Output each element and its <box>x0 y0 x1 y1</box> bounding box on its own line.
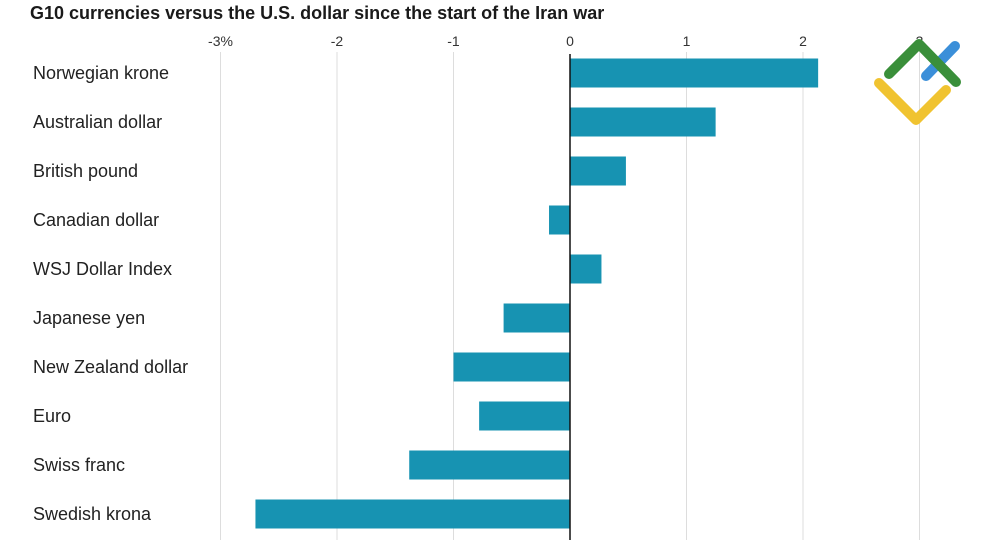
bar <box>255 499 570 529</box>
bar <box>479 401 570 431</box>
x-tick-label: 1 <box>683 33 691 49</box>
logo-green-chevron <box>884 39 961 87</box>
bar <box>503 303 570 333</box>
category-label: New Zealand dollar <box>33 357 188 377</box>
x-tick-label: -3% <box>208 33 233 49</box>
category-label: Euro <box>33 406 71 426</box>
chart-title: G10 currencies versus the U.S. dollar si… <box>30 3 604 23</box>
bar <box>570 156 626 186</box>
bar <box>570 107 716 137</box>
category-label: British pound <box>33 161 138 181</box>
bar <box>549 205 570 235</box>
category-label: Norwegian krone <box>33 63 169 83</box>
category-label: Swedish krona <box>33 504 152 524</box>
category-label: Canadian dollar <box>33 210 159 230</box>
bars <box>255 58 819 529</box>
bar <box>409 450 570 480</box>
category-label: WSJ Dollar Index <box>33 259 172 279</box>
x-tick-label: 0 <box>566 33 574 49</box>
logo-yellow-chevron <box>874 78 951 125</box>
category-labels: Norwegian krone Australian dollar British … <box>33 63 188 524</box>
bar <box>453 352 570 382</box>
bar <box>570 58 819 88</box>
category-label: Australian dollar <box>33 112 162 132</box>
x-tick-label: -1 <box>447 33 460 49</box>
category-label: Japanese yen <box>33 308 145 328</box>
x-tick-label: 2 <box>799 33 807 49</box>
x-tick-label: -2 <box>331 33 344 49</box>
brand-logo <box>874 39 961 125</box>
axis-tick-labels: -3% -2 -1 0 1 2 3 <box>208 33 924 49</box>
category-label: Swiss franc <box>33 455 125 475</box>
bar <box>570 254 602 284</box>
